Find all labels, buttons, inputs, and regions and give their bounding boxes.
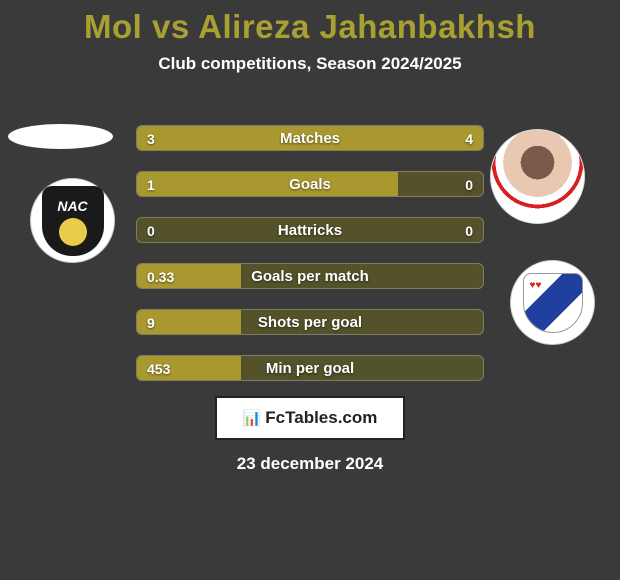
stat-label: Goals per match: [137, 264, 483, 289]
stat-label: Goals: [137, 172, 483, 197]
stat-value-left: 1: [147, 172, 155, 197]
heart-icon: ♥♥: [530, 280, 542, 291]
date-text: 23 december 2024: [0, 454, 620, 474]
stat-bars: Matches34Goals10Hattricks00Goals per mat…: [136, 125, 484, 401]
stat-row: Hattricks0 0: [136, 217, 484, 243]
comparison-infographic: Mol vs Alireza Jahanbakhsh Club competit…: [0, 0, 620, 580]
stat-row: Shots per goal9: [136, 309, 484, 335]
brand-badge: 📊 FcTables.com: [215, 396, 405, 440]
subtitle: Club competitions, Season 2024/2025: [0, 54, 620, 74]
club-left-logo: NAC: [30, 178, 115, 263]
club-left-label: NAC: [57, 198, 87, 214]
stat-value-left: 3: [147, 126, 155, 151]
stat-value-left: 0.33: [147, 264, 174, 289]
stat-row: Goals1 0: [136, 171, 484, 197]
stat-value-left: 9: [147, 310, 155, 335]
player-left-avatar: [8, 124, 113, 149]
club-right-logo: ♥♥: [510, 260, 595, 345]
stat-label: Hattricks: [137, 218, 483, 243]
stat-value-right: 0: [465, 172, 473, 197]
page-title: Mol vs Alireza Jahanbakhsh: [0, 0, 620, 46]
stat-label: Shots per goal: [137, 310, 483, 335]
stat-label: Matches: [137, 126, 483, 151]
stat-value-right: 4: [465, 126, 473, 151]
stat-row: Goals per match0.33: [136, 263, 484, 289]
stat-row: Min per goal453: [136, 355, 484, 381]
player-right-avatar: [490, 129, 585, 224]
stat-value-left: 453: [147, 356, 170, 381]
stat-label: Min per goal: [137, 356, 483, 381]
brand-text: FcTables.com: [265, 408, 377, 428]
chart-icon: 📊: [243, 409, 262, 427]
stat-value-right: 0: [465, 218, 473, 243]
stat-value-left: 0: [147, 218, 155, 243]
stat-row: Matches3 4: [136, 125, 484, 151]
